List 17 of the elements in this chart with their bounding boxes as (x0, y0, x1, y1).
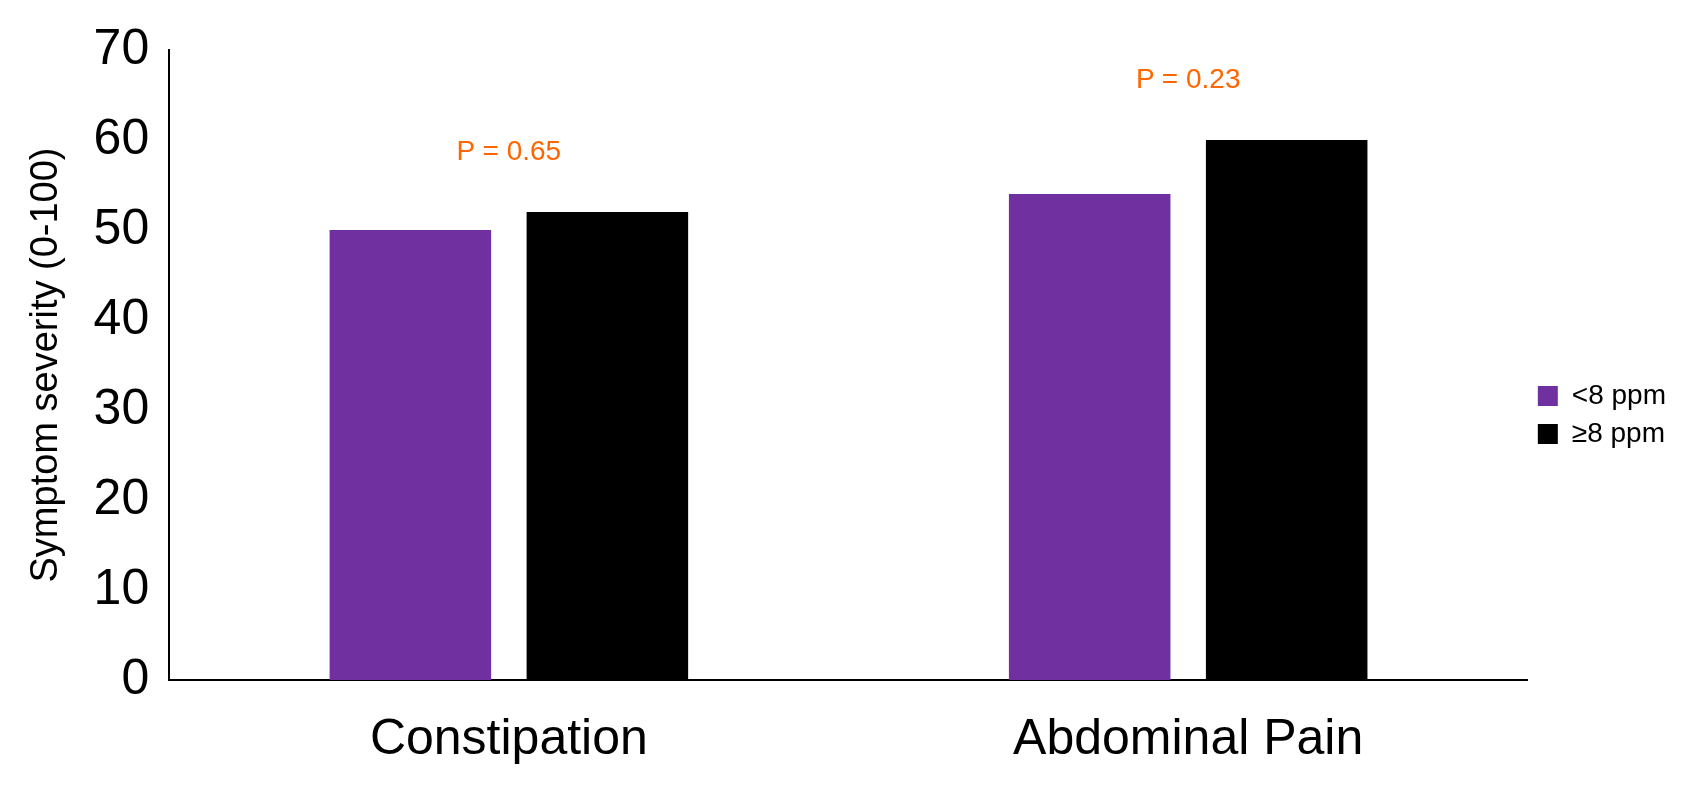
y-tick-label: 10 (93, 558, 150, 615)
legend-label: <8 ppm (1571, 378, 1666, 410)
annotation: P = 0.65 (456, 134, 562, 166)
y-tick-label: 70 (93, 18, 150, 75)
y-tick-label: 20 (93, 468, 150, 525)
y-tick-label: 60 (93, 108, 150, 165)
y-tick-label: 0 (121, 648, 150, 705)
bar (329, 230, 492, 680)
x-tick-label: Abdominal Pain (1013, 708, 1364, 765)
annotation: P = 0.23 (1135, 62, 1241, 94)
x-tick-label: Constipation (369, 708, 648, 765)
y-axis-title: Symptom severity (0-100) (23, 147, 66, 583)
y-tick-label: 40 (93, 288, 150, 345)
bar (1008, 194, 1171, 680)
y-tick-label: 30 (93, 378, 150, 435)
y-tick-label: 50 (93, 198, 150, 255)
legend-label: ≥8 ppm (1571, 416, 1666, 448)
